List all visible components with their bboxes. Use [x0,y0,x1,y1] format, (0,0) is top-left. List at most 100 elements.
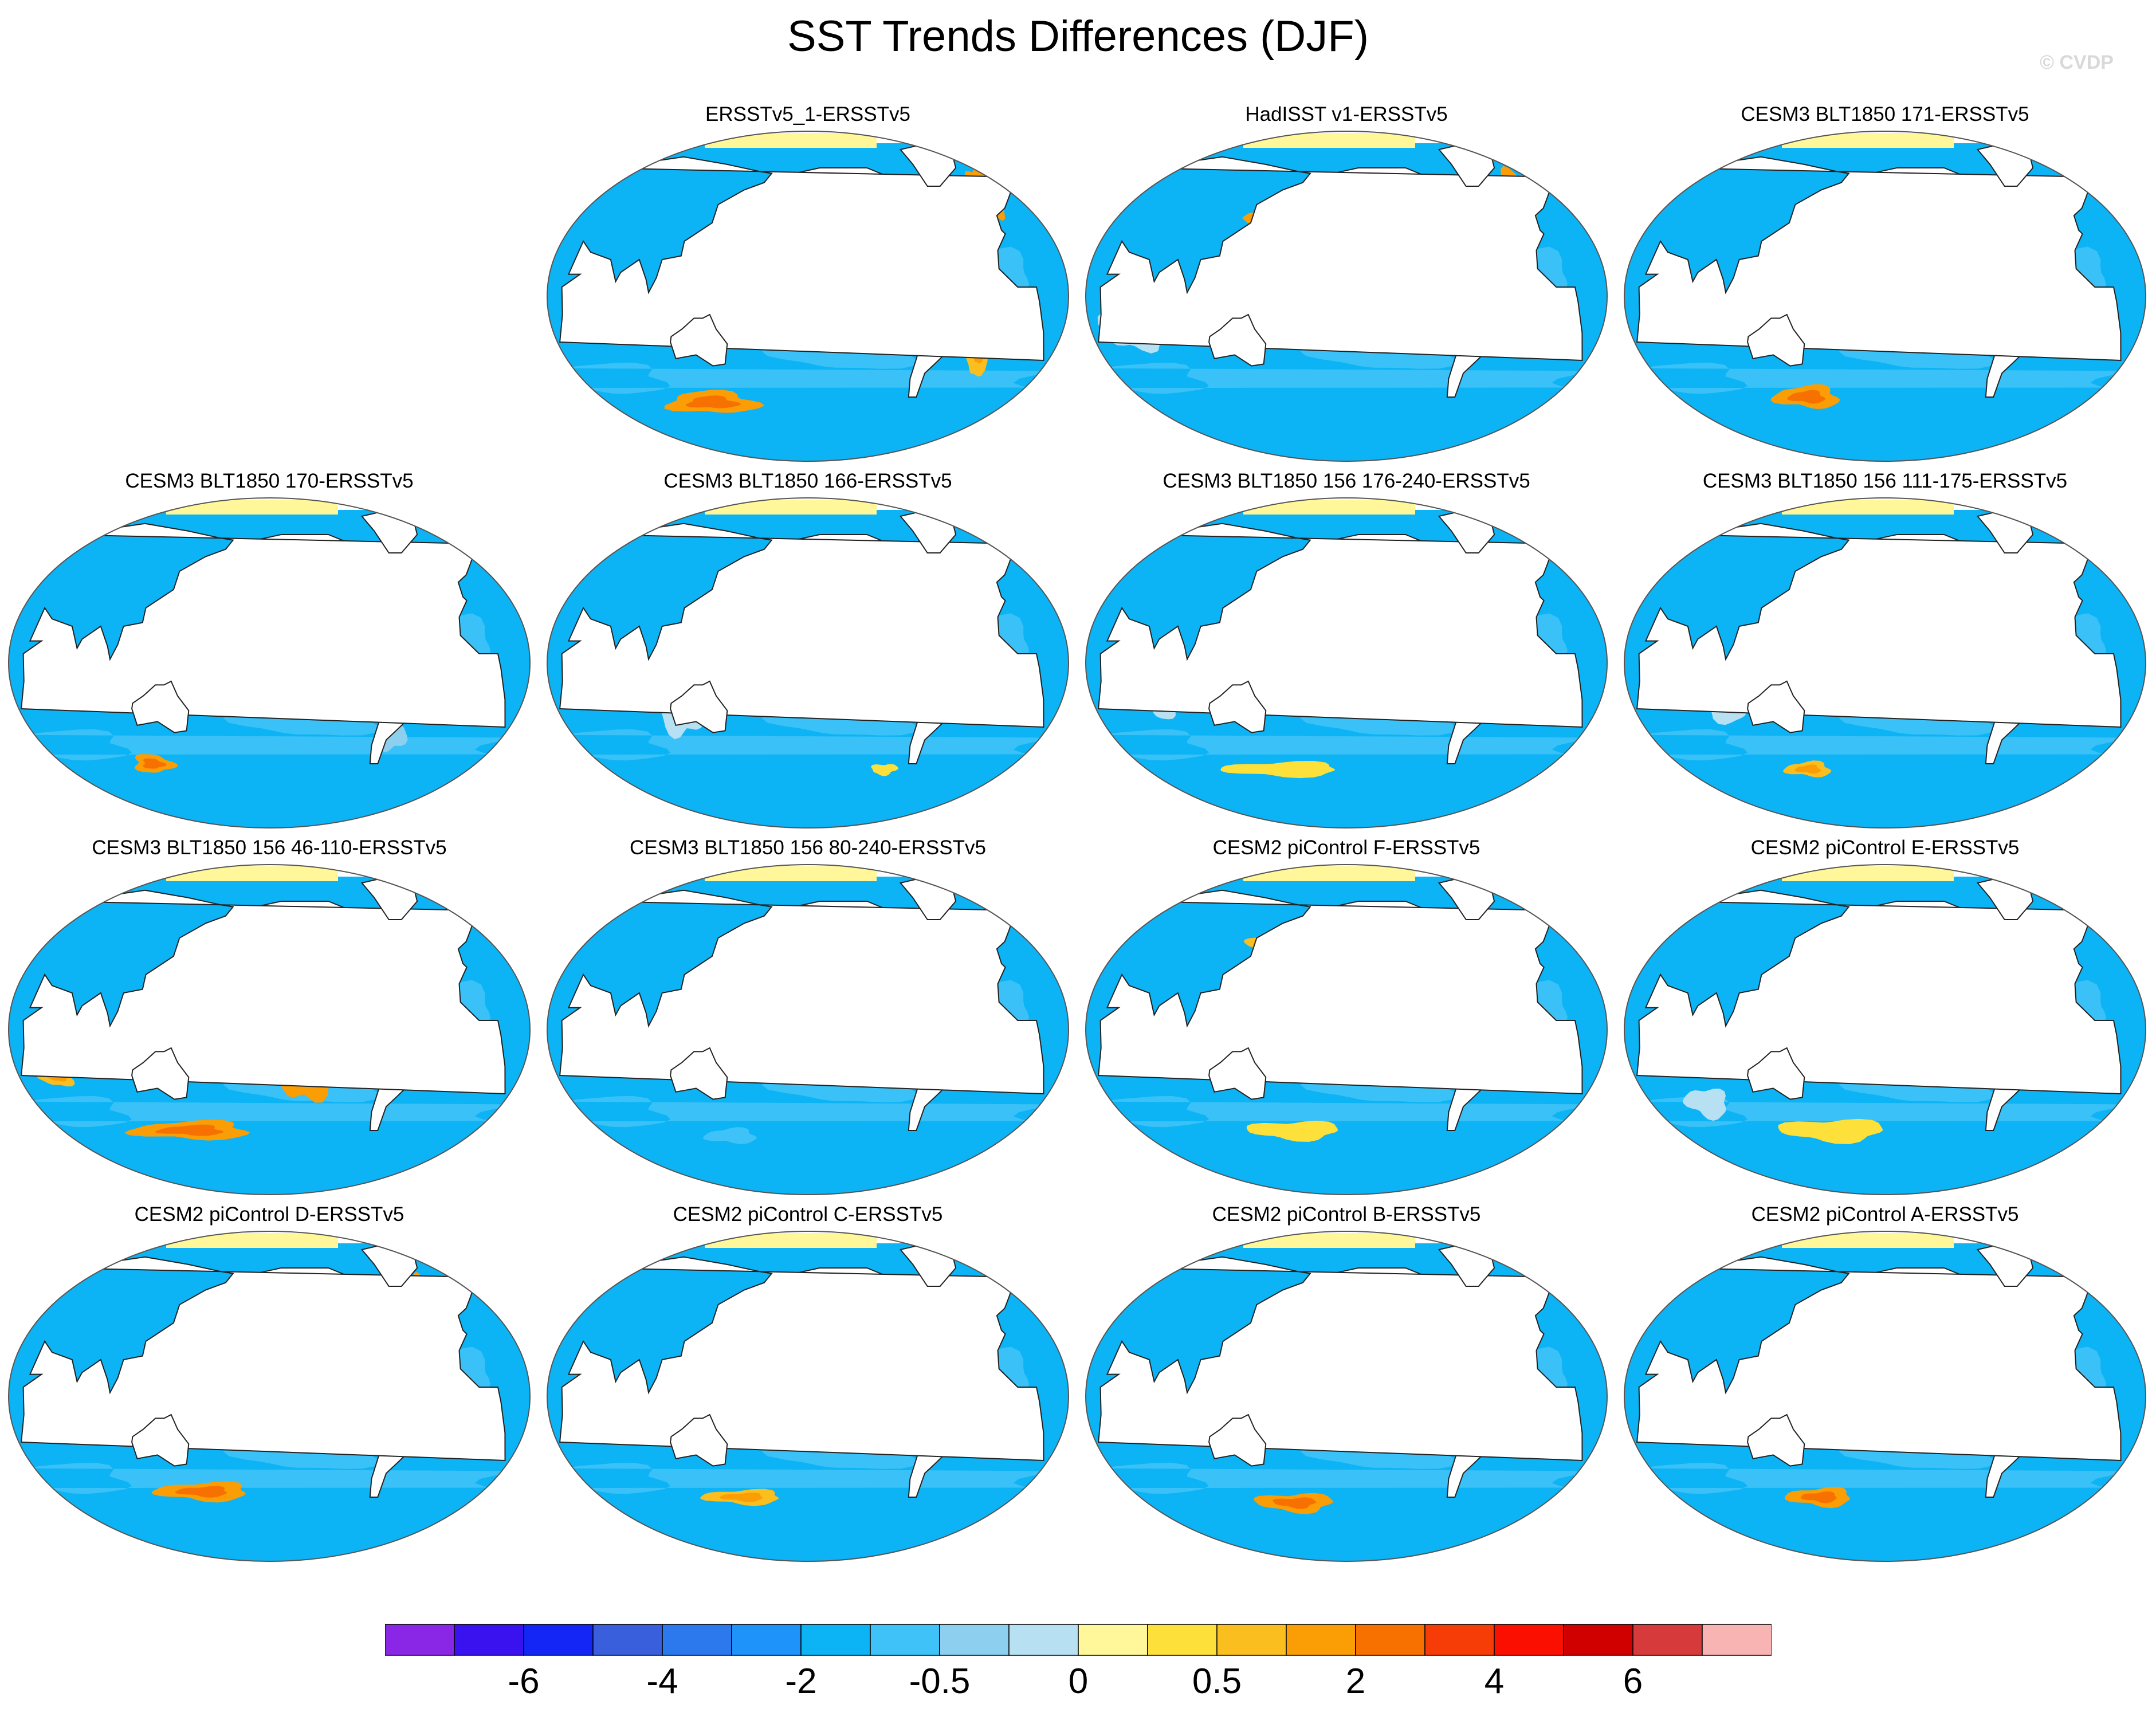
sst-map [1624,1231,2146,1562]
continent-outline [670,1413,728,1467]
map-panel: CESM2 piControl B-ERSSTv5 [1077,1202,1616,1569]
colorbar-box [385,1624,455,1656]
map-panel: CESM2 piControl A-ERSSTv5 [1616,1202,2154,1569]
colorbar-tick-label: 2 [1345,1662,1366,1701]
sst-map [1624,864,2146,1195]
colorbar-box [870,1624,940,1656]
map-panel: HadISST v1-ERSSTv5 [1077,102,1616,469]
colorbar-box [523,1624,594,1656]
anomaly-contour [1220,761,1336,779]
panel-title: HadISST v1-ERSSTv5 [1245,103,1448,125]
anomaly-core [143,758,167,769]
map-panel: CESM3 BLT1850 156 80-240-ERSSTv5 [539,835,1077,1202]
map-border [547,131,1069,462]
map-border [547,497,1069,828]
anomaly-core [720,1493,763,1502]
panel-title: CESM3 BLT1850 166-ERSSTv5 [663,470,952,492]
anomaly-core [1801,1491,1837,1503]
colorbar [385,1624,1772,1656]
colorbar-box [939,1624,1010,1656]
map-border [1085,1231,1608,1562]
map-panel: CESM3 BLT1850 156 46-110-ERSSTv5 [0,835,539,1202]
anomaly-contour [1106,1095,1592,1128]
continent-outline [131,1413,190,1467]
colorbar-box [1078,1624,1148,1656]
panel-title: CESM2 piControl C-ERSSTv5 [673,1203,943,1226]
anomaly-contour [702,1127,757,1144]
map-panel: CESM2 piControl F-ERSSTv5 [1077,835,1616,1202]
map-panel: CESM2 piControl E-ERSSTv5 [1616,835,2154,1202]
colorbar-box [1563,1624,1633,1656]
map-border [1624,131,2146,462]
watermark-text: © CVDP [2040,52,2114,73]
continent-outline [670,680,728,733]
map-border [1624,864,2146,1195]
arctic-zero-band [1782,133,1954,148]
map-panel: CESM2 piControl C-ERSSTv5 [539,1202,1077,1569]
map-panel: ERSSTv5_1-ERSSTv5 [539,102,1077,469]
colorbar-labels: -6 -4 -2 -0.5 0 0.5 2 4 6 [0,1659,2156,1705]
anomaly-contour [1644,1462,2131,1494]
anomaly-contour [1683,1089,1726,1121]
colorbar-box [731,1624,802,1656]
map-panel: CESM2 piControl D-ERSSTv5 [0,1202,539,1569]
continent-outline [670,1047,728,1100]
panel-title: CESM2 piControl A-ERSSTv5 [1751,1203,2019,1226]
anomaly-core [1273,1497,1316,1509]
anomaly-contour [567,729,1054,761]
arctic-zero-band [166,1233,338,1248]
sst-map [8,497,531,828]
anomaly-contour [871,764,898,776]
panel-title: CESM2 piControl D-ERSSTv5 [134,1203,405,1226]
continent-outline [1747,1413,1805,1467]
anomaly-contour [567,362,1054,394]
map-border [1624,497,2146,828]
colorbar-box [1008,1624,1079,1656]
colorbar-box [1216,1624,1287,1656]
sst-map [1085,497,1608,828]
colorbar-tick-label: 4 [1484,1662,1505,1701]
anomaly-core [1794,764,1821,774]
colorbar-box [1702,1624,1772,1656]
anomaly-contour [1246,1121,1338,1142]
colorbar-box [592,1624,663,1656]
sst-map [1085,131,1608,462]
panel-title: CESM3 BLT1850 156 80-240-ERSSTv5 [630,837,986,859]
colorbar-box [1286,1624,1356,1656]
anomaly-contour [1106,1462,1592,1494]
colorbar-box [1632,1624,1703,1656]
colorbar-tick-label: -6 [508,1662,540,1701]
anomaly-core [685,395,741,409]
colorbar-tick-label: 0.5 [1192,1662,1242,1701]
colorbar-tick-label: -2 [785,1662,817,1701]
panel-title: CESM3 BLT1850 170-ERSSTv5 [125,470,414,492]
arctic-zero-band [166,866,338,881]
arctic-zero-band [1782,1233,1954,1248]
map-panel: CESM3 BLT1850 156 111-175-ERSSTv5 [1616,469,2154,835]
anomaly-contour [1644,729,2131,761]
panel-title: CESM2 piControl B-ERSSTv5 [1212,1203,1481,1226]
figure-title: SST Trends Differences (DJF) [787,12,1369,61]
colorbar-tick-label: -0.5 [909,1662,971,1701]
colorbar-box [1424,1624,1495,1656]
arctic-zero-band [1782,866,1954,881]
continent-outline [1747,680,1805,733]
colorbar-box [800,1624,871,1656]
arctic-zero-band [705,1233,877,1248]
colorbar-box [1147,1624,1218,1656]
anomaly-core [1787,390,1826,404]
anomaly-contour [29,1095,515,1128]
map-border [8,497,531,828]
continent-outline [1208,313,1267,367]
map-border [8,864,531,1195]
map-border [1085,497,1608,828]
anomaly-contour [1644,1095,2131,1128]
anomaly-contour [29,1462,515,1494]
anomaly-contour [1106,362,1592,394]
panel-title: CESM3 BLT1850 156 46-110-ERSSTv5 [92,837,447,859]
map-border [547,1231,1069,1562]
anomaly-contour [567,1462,1054,1494]
continent-outline [1208,1413,1267,1467]
map-border [547,864,1069,1195]
panel-title: CESM3 BLT1850 156 176-240-ERSSTv5 [1163,470,1530,492]
